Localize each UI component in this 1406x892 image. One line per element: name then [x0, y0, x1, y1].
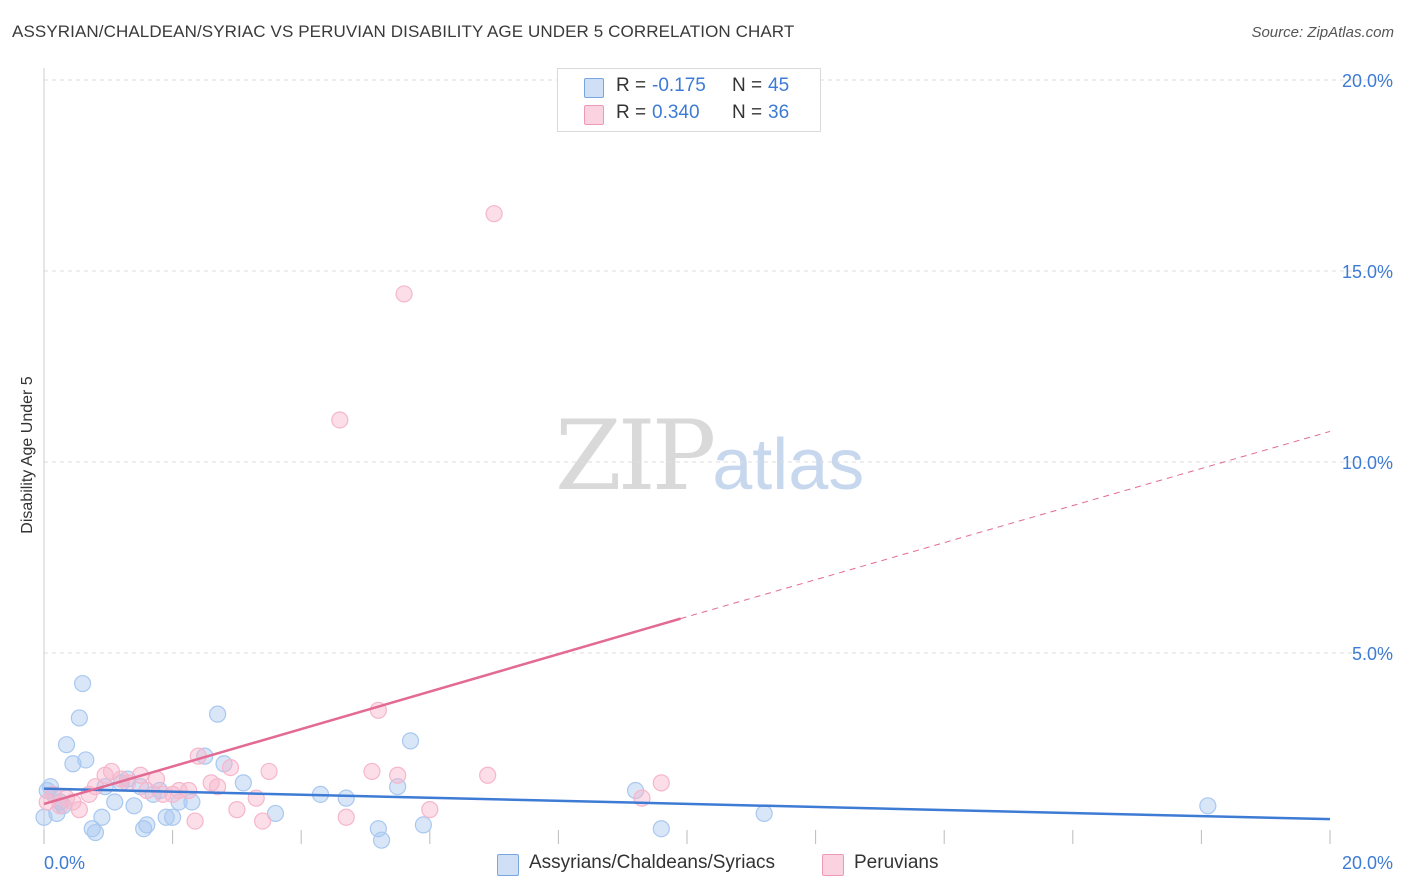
legend-label-peruvians: Peruvians	[854, 852, 939, 873]
peruvians-point	[337, 808, 355, 826]
x-tick-label-max: 20.0%	[1342, 853, 1393, 873]
assyrians-point	[209, 705, 227, 723]
peruvians-point	[180, 781, 198, 800]
assyrians-point	[106, 793, 124, 811]
legend-swatch-peruvians	[822, 854, 844, 876]
assyrians-point	[164, 808, 182, 826]
source-label: Source: ZipAtlas.com	[1251, 24, 1394, 41]
y-tick-label: 10.0%	[1342, 453, 1393, 473]
peruvians-point	[70, 801, 88, 819]
x-tick-label-min: 0.0%	[44, 853, 85, 873]
peruvians-point	[395, 285, 413, 303]
peruvians-point	[186, 812, 204, 830]
watermark-atlas: atlas	[712, 425, 865, 505]
legend-swatch-assyrians	[497, 854, 519, 876]
assyrians-point	[652, 820, 670, 838]
peruvians-point	[221, 758, 240, 777]
assyrians-point	[125, 797, 143, 815]
assyrians-point	[77, 751, 95, 769]
peruvians-point	[228, 801, 246, 819]
assyrians-point	[401, 732, 420, 750]
peruvians-point	[485, 205, 503, 223]
peruvians-trend-extension	[680, 430, 1331, 620]
legend-label-assyrians: Assyrians/Chaldeans/Syriacs	[529, 852, 776, 873]
peruvians-point	[209, 778, 227, 796]
assyrians-point	[70, 709, 88, 727]
stats-n-value: 36	[768, 102, 790, 123]
assyrians-point	[755, 804, 773, 823]
stats-n-value: 45	[768, 75, 790, 96]
y-tick-label: 5.0%	[1352, 644, 1393, 664]
assyrians-point	[57, 736, 76, 754]
assyrians-point	[337, 789, 355, 807]
peruvians-point	[260, 762, 278, 781]
assyrians-point	[414, 816, 432, 834]
peruvians-point	[254, 812, 272, 830]
assyrians-point	[372, 831, 391, 849]
peruvians-trend-line	[43, 617, 681, 806]
assyrians-point	[157, 808, 175, 826]
peruvians-point	[479, 766, 497, 784]
peruvians-point	[331, 411, 349, 429]
watermark-zip: ZIP	[555, 400, 716, 512]
assyrians-point	[93, 808, 111, 826]
assyrians-point	[234, 774, 252, 792]
y-axis-label: Disability Age Under 5	[19, 376, 36, 534]
stats-r-label: R =	[616, 102, 647, 123]
assyrians-point	[86, 823, 105, 842]
watermark: ZIPatlas	[555, 400, 864, 512]
assyrians-trend-line	[43, 787, 1331, 821]
stats-box: R = -0.175 N = 45 R = 0.340 N = 36	[557, 68, 821, 132]
assyrians-point	[73, 674, 92, 693]
y-tick-label: 15.0%	[1342, 262, 1393, 282]
assyrians-point	[138, 816, 156, 834]
stats-r-value: 0.340	[652, 102, 700, 123]
stats-swatch-assyrians	[584, 78, 604, 98]
stats-n-label: N =	[732, 102, 763, 123]
assyrians-point	[1199, 797, 1217, 815]
assyrians-point	[64, 755, 82, 773]
y-tick-label: 20.0%	[1342, 71, 1393, 91]
stats-r-value: -0.175	[652, 75, 706, 96]
peruvians-point	[421, 801, 439, 819]
stats-n-label: N =	[732, 75, 763, 96]
stats-swatch-peruvians	[584, 105, 604, 125]
stats-r-label: R =	[616, 75, 647, 96]
chart-title: ASSYRIAN/CHALDEAN/SYRIAC VS PERUVIAN DIS…	[12, 22, 795, 41]
peruvians-point	[652, 774, 670, 792]
assyrians-point	[266, 804, 285, 823]
peruvians-point	[363, 762, 381, 781]
peruvians-point	[389, 766, 407, 784]
